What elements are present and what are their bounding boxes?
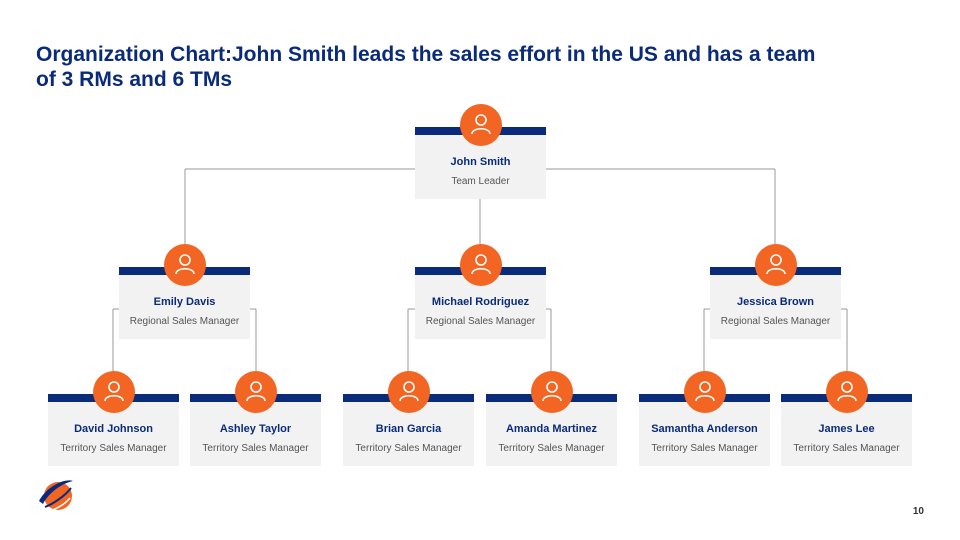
person-role: Territory Sales Manager	[355, 443, 462, 454]
person-icon	[163, 244, 206, 286]
person-name: Amanda Martinez	[505, 423, 598, 435]
person-role: Regional Sales Manager	[720, 316, 831, 327]
org-card-territory-manager: Amanda Martinez Territory Sales Manager	[486, 371, 617, 466]
person-name: Samantha Anderson	[651, 423, 758, 435]
person-name: Jessica Brown	[736, 296, 815, 308]
person-role: Territory Sales Manager	[793, 443, 900, 454]
org-card-leader: John Smith Team Leader	[415, 104, 546, 199]
person-name: John Smith	[450, 156, 511, 168]
person-name: Ashley Taylor	[219, 423, 292, 435]
company-logo-icon	[39, 480, 73, 512]
person-icon	[387, 371, 430, 413]
person-role: Territory Sales Manager	[60, 443, 167, 454]
person-icon	[459, 104, 502, 146]
person-role: Regional Sales Manager	[425, 316, 536, 327]
person-icon	[234, 371, 277, 413]
page-title: Organization Chart:John Smith leads the …	[36, 43, 816, 91]
person-icon	[92, 371, 135, 413]
person-name: Michael Rodriguez	[431, 296, 530, 308]
person-icon	[459, 244, 502, 286]
person-role: Regional Sales Manager	[129, 316, 240, 327]
org-card-regional-manager: Emily Davis Regional Sales Manager	[119, 244, 250, 339]
org-card-regional-manager: Michael Rodriguez Regional Sales Manager	[415, 244, 546, 339]
person-name: James Lee	[818, 423, 875, 435]
person-icon	[754, 244, 797, 286]
org-card-territory-manager: Brian Garcia Territory Sales Manager	[343, 371, 474, 466]
person-icon	[683, 371, 726, 413]
page-number: 10	[912, 506, 924, 517]
person-name: Emily Davis	[153, 296, 216, 308]
org-card-territory-manager: David Johnson Territory Sales Manager	[48, 371, 179, 466]
org-card-territory-manager: Ashley Taylor Territory Sales Manager	[190, 371, 321, 466]
person-role: Territory Sales Manager	[202, 443, 309, 454]
person-icon	[530, 371, 573, 413]
person-role: Team Leader	[451, 176, 510, 187]
person-name: Brian Garcia	[375, 423, 442, 435]
org-card-territory-manager: James Lee Territory Sales Manager	[781, 371, 912, 466]
person-role: Territory Sales Manager	[498, 443, 605, 454]
org-card-regional-manager: Jessica Brown Regional Sales Manager	[710, 244, 841, 339]
org-card-territory-manager: Samantha Anderson Territory Sales Manage…	[639, 371, 770, 466]
person-role: Territory Sales Manager	[651, 443, 758, 454]
person-icon	[825, 371, 868, 413]
person-name: David Johnson	[74, 423, 153, 435]
